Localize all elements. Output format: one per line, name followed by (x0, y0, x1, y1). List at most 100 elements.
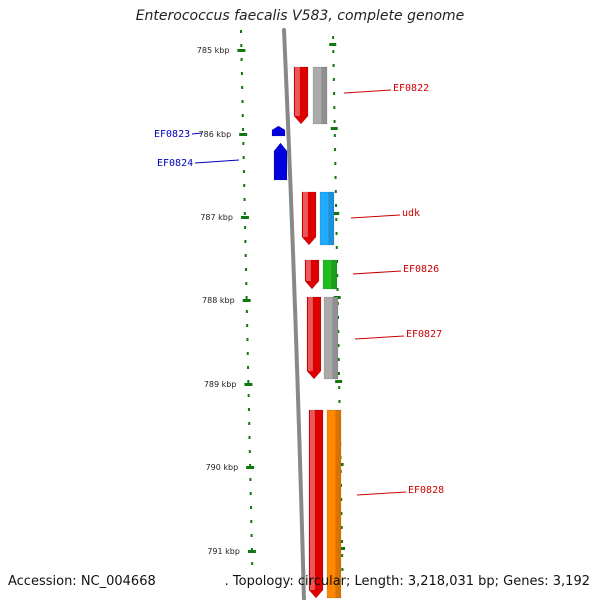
scale-dot (248, 436, 251, 439)
scale-dot (244, 268, 247, 271)
scale-dot (340, 540, 343, 543)
gene-ef0826-feature (322, 259, 338, 290)
scale-dot (249, 492, 252, 495)
scale-dot (250, 548, 253, 551)
gene-ef0822-leader (343, 89, 392, 94)
major-tick (335, 380, 343, 383)
gene-udk-feature-shade (328, 192, 334, 245)
scale-dot (337, 372, 340, 375)
scale-dot (240, 58, 243, 61)
gene-ef0826-arrow-highlight (306, 260, 311, 281)
scale-dot (245, 296, 248, 299)
scale-dot (244, 240, 247, 243)
scale-dot (336, 274, 339, 277)
gene-ef0822-label: EF0822 (393, 83, 429, 94)
scale-dot (333, 120, 336, 123)
gene-ef0828-arrow (308, 409, 324, 599)
scale-dot (341, 554, 344, 557)
gene-ef0828-arrow-highlight (310, 410, 315, 590)
scale-dot (337, 316, 340, 319)
scale-dot (243, 184, 246, 187)
major-tick (329, 43, 337, 46)
major-tick (237, 49, 246, 52)
scale-dot (245, 310, 248, 313)
gene-ef0826-arrow (304, 259, 320, 290)
gene-ef0823-label: EF0823 (154, 129, 190, 140)
gene-ef0826-label: EF0826 (403, 264, 439, 275)
genome-backbone (282, 28, 306, 600)
gene-ef0824-leader (194, 159, 240, 164)
scale-dot (336, 288, 339, 291)
scale-dot (340, 498, 343, 501)
scale-dot (242, 156, 245, 159)
scale-dot (250, 520, 253, 523)
scale-dot (337, 358, 340, 361)
gene-udk-feature (319, 191, 335, 246)
scale-dot (335, 232, 338, 235)
gene-ef0824-label: EF0824 (157, 158, 193, 169)
scale-dot (334, 162, 337, 165)
gene-ef0827-label: EF0827 (406, 329, 442, 340)
topology-info: . Topology: circular; Length: 3,218,031 … (224, 574, 590, 589)
gene-ef0826-leader (352, 270, 402, 275)
scale-dot (332, 36, 335, 39)
gene-udk-arrow (301, 191, 317, 246)
major-tick (330, 127, 338, 130)
scale-dot (334, 190, 337, 193)
scale-dot (332, 78, 335, 81)
scale-dot (251, 562, 254, 565)
gene-ef0826-feature-shade (331, 260, 337, 289)
scale-dot (242, 170, 245, 173)
major-tick (239, 133, 248, 136)
scale-dot (244, 226, 247, 229)
scale-dot (243, 212, 246, 215)
gene-ef0823-leader (191, 132, 203, 135)
scale-dot (333, 92, 336, 95)
gene-ef0827-arrow-highlight (308, 297, 313, 371)
tick-label: 786 kbp (199, 130, 232, 139)
gene-ef0828-feature (326, 409, 342, 599)
gene-ef0823-arrow (271, 125, 286, 137)
tick-label: 789 kbp (204, 380, 237, 389)
gene-ef0822-arrow (293, 66, 309, 125)
scale-dot (334, 176, 337, 179)
gene-ef0827-feature-shade (332, 297, 338, 379)
gene-ef0822-feature (312, 66, 328, 125)
accession-text: Accession: NC_004668 (8, 574, 156, 589)
scale-dot (249, 478, 252, 481)
genome-title: Enterococcus faecalis V583, complete gen… (135, 8, 465, 24)
tick-label: 785 kbp (197, 46, 230, 55)
scale-dot (248, 422, 251, 425)
scale-dot (336, 260, 339, 263)
scale-dot (248, 450, 251, 453)
scale-dot (338, 386, 341, 389)
scale-dot (341, 568, 344, 571)
scale-dot (337, 330, 340, 333)
scale-dot (242, 142, 245, 145)
scale-dot (245, 282, 248, 285)
scale-dot (240, 72, 243, 75)
scale-dot (246, 338, 249, 341)
gene-ef0827-arrow (306, 296, 322, 380)
scale-dot (333, 134, 336, 137)
gene-udk-label: udk (402, 208, 420, 219)
gene-ef0824-arrow (273, 142, 288, 181)
scale-dot (335, 204, 338, 207)
gene-ef0828-leader (356, 491, 407, 496)
major-tick (247, 550, 256, 553)
scale-dot (249, 506, 252, 509)
major-tick (242, 299, 251, 302)
scale-dot (340, 526, 343, 529)
scale-dot (244, 254, 247, 257)
gene-udk-leader (350, 214, 401, 219)
scale-dot (246, 324, 249, 327)
scale-dot (337, 344, 340, 347)
scale-dot (249, 464, 252, 467)
tick-label: 790 kbp (206, 463, 239, 472)
scale-dot (243, 198, 246, 201)
scale-dot (247, 380, 250, 383)
scale-dot (247, 366, 250, 369)
tick-label: 788 kbp (202, 296, 235, 305)
scale-dot (240, 44, 243, 47)
